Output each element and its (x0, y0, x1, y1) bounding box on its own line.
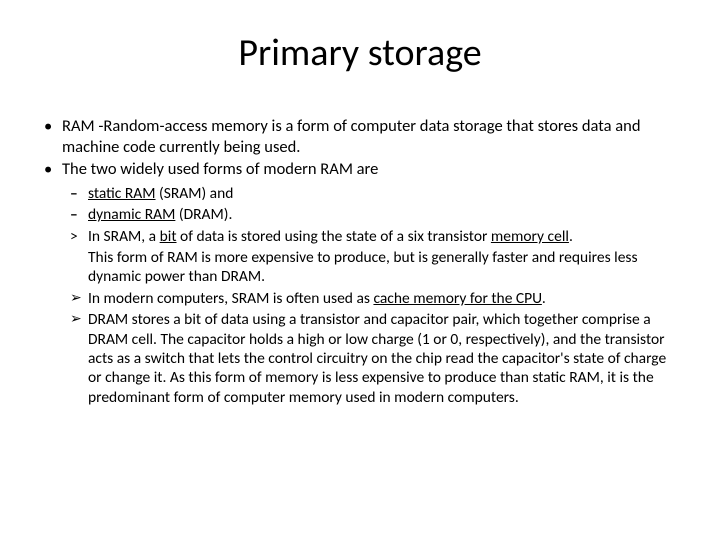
text: (DRAM). (175, 205, 232, 224)
text: is a form of computer data storage that … (268, 116, 582, 136)
sub-5: In modern computers, SRAM is often used … (88, 289, 680, 308)
text: DRAM stores a bit of data using a transi… (88, 310, 666, 407)
bullet-2: The two widely used forms of modern RAM … (62, 159, 680, 407)
text: In SRAM, a (88, 227, 160, 246)
slide-body: RAM -Random-access memory is a form of c… (40, 116, 680, 407)
sub-3: In SRAM, a bit of data is stored using t… (88, 227, 680, 246)
text: The two widely used forms of modern RAM … (62, 159, 378, 179)
link-bit[interactable]: bit (160, 227, 177, 246)
bullet-list-level2: static RAM (SRAM) and dynamic RAM (DRAM)… (62, 184, 680, 407)
link-cache-memory[interactable]: cache memory for the CPU (373, 289, 541, 308)
slide-title: Primary storage (40, 30, 680, 76)
sub-4: This form of RAM is more expensive to pr… (88, 248, 680, 287)
link-static-ram[interactable]: static RAM (88, 184, 156, 203)
link-dynamic-ram[interactable]: dynamic RAM (88, 205, 175, 224)
bullet-1: RAM -Random-access memory is a form of c… (62, 116, 680, 157)
text: data (582, 116, 612, 136)
text: In modern computers, SRAM is often used … (88, 289, 373, 308)
sub-2: dynamic RAM (DRAM). (88, 205, 680, 224)
text: of data is stored using the state of a s… (177, 227, 491, 246)
sub-1: static RAM (SRAM) and (88, 184, 680, 203)
text: (SRAM) and (156, 184, 234, 203)
text: RAM - (62, 116, 103, 136)
text: This form of RAM is more expensive to pr… (88, 248, 638, 286)
text: . (542, 289, 546, 308)
link-memory-cell[interactable]: memory cell (491, 227, 569, 246)
bullet-list-level1: RAM -Random-access memory is a form of c… (40, 116, 680, 407)
text: Random-access memory (103, 116, 267, 136)
sub-6: DRAM stores a bit of data using a transi… (88, 310, 680, 407)
text: . (569, 227, 573, 246)
